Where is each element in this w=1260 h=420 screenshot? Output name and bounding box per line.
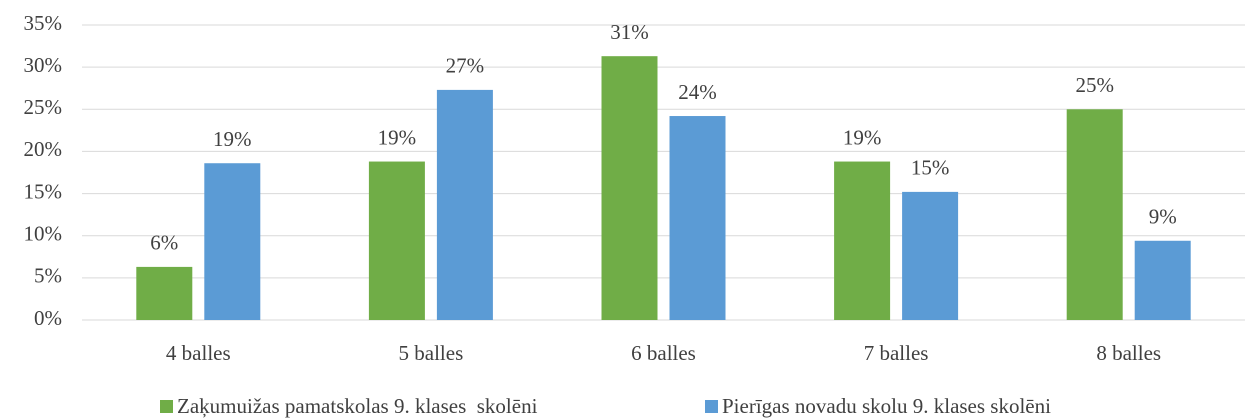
y-tick-label: 30% [24,53,63,77]
data-label: 19% [843,125,882,149]
y-tick-label: 10% [24,222,63,246]
x-tick-label: 5 balles [399,341,464,365]
bar [436,89,493,321]
bar [1066,109,1123,321]
bar [1134,240,1191,320]
bar [902,191,959,320]
x-tick-label: 8 balles [1096,341,1161,365]
y-tick-label: 15% [24,179,63,203]
y-tick-label: 35% [24,11,63,35]
y-tick-label: 25% [24,95,63,119]
data-label: 6% [150,231,178,255]
legend-label: Pierīgas novadu skolu 9. klases skolēni [722,394,1051,418]
x-tick-label: 7 balles [864,341,929,365]
data-label: 19% [213,127,252,151]
y-tick-label: 5% [34,264,62,288]
x-tick-label: 6 balles [631,341,696,365]
data-label: 9% [1149,205,1177,229]
y-tick-label: 0% [34,306,62,330]
y-tick-label: 20% [24,137,63,161]
bar [136,266,193,320]
legend-swatch [705,400,718,413]
data-label: 25% [1075,73,1114,97]
bar [834,161,891,320]
bar [368,161,425,320]
legend-label: Zaķumuižas pamatskolas 9. klases skolēni [177,394,538,418]
bar [204,163,261,320]
bar [669,116,726,321]
legend-swatch [160,400,173,413]
data-label: 15% [911,156,950,180]
data-label: 19% [378,125,417,149]
data-label: 27% [446,54,485,78]
data-label: 24% [678,80,717,104]
bar [601,56,658,320]
x-tick-label: 4 balles [166,341,231,365]
data-label: 31% [610,20,649,44]
